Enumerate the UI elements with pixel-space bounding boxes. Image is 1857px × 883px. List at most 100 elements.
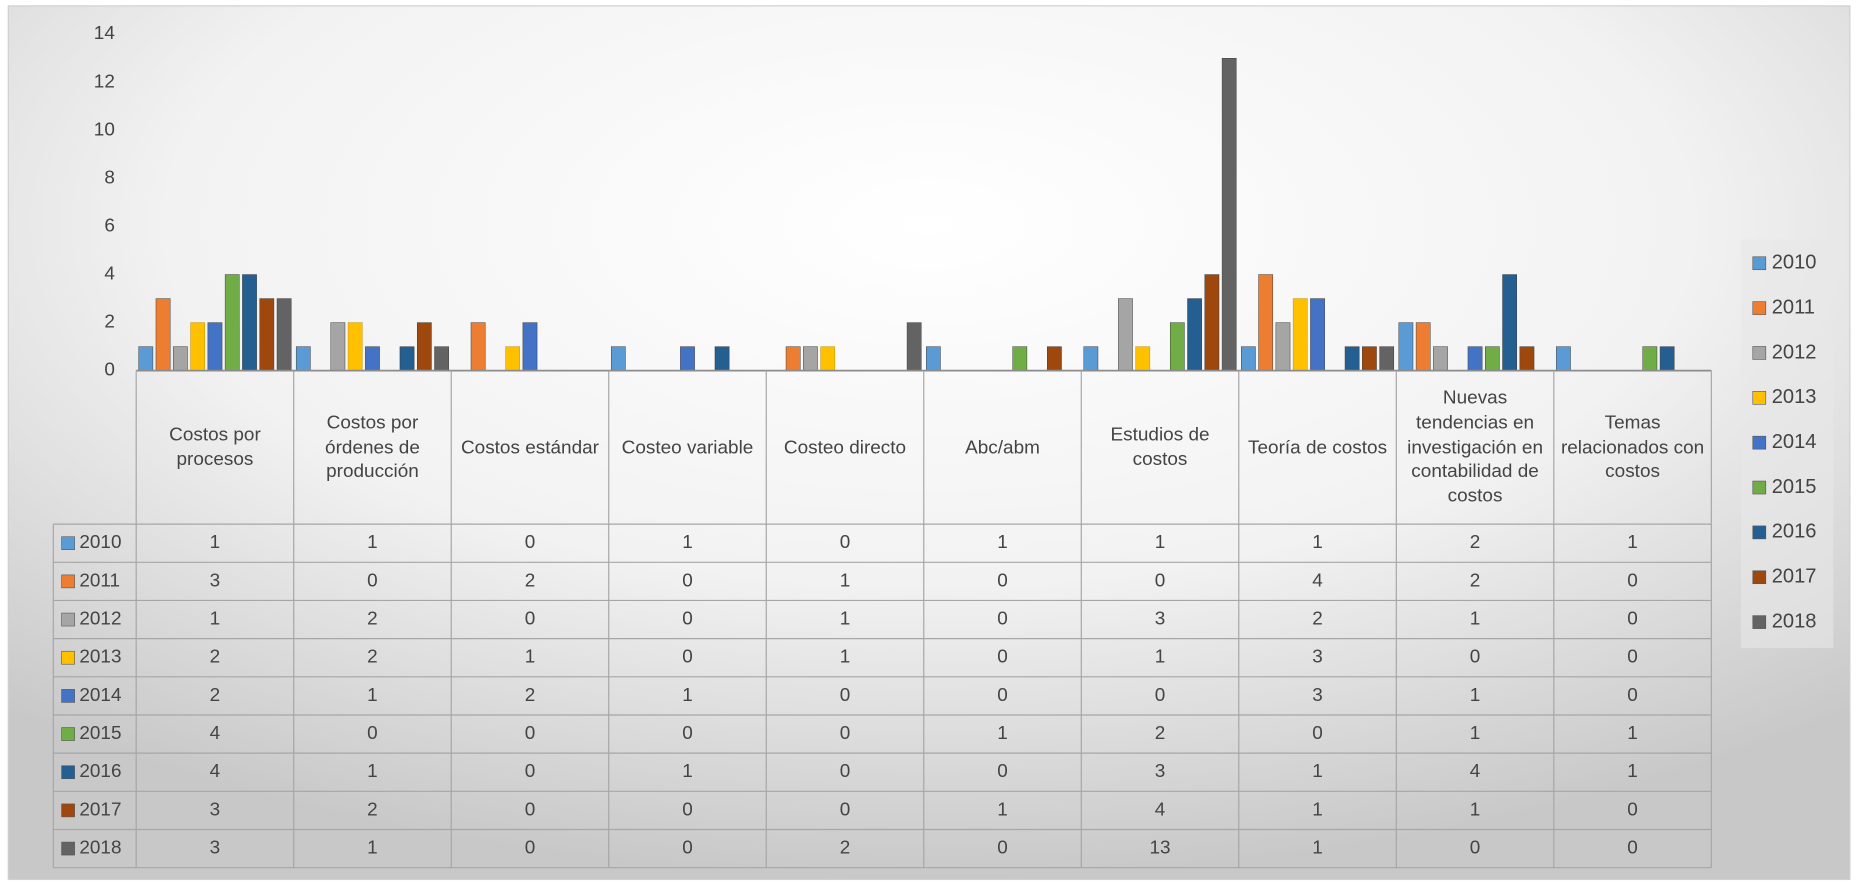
- table-cell: 0: [1627, 838, 1638, 859]
- table-cell: 2: [1155, 723, 1166, 744]
- table-cell: 4: [210, 761, 221, 782]
- legend-key: [1752, 301, 1767, 315]
- legend-label: 2013: [1772, 386, 1817, 408]
- bar: [522, 322, 538, 371]
- table-row-label: 2012: [79, 609, 121, 630]
- table-cell: 0: [682, 609, 693, 630]
- bar: [680, 346, 695, 371]
- table-cell: 2: [1312, 609, 1323, 630]
- x-tick-label: Costeo variable: [621, 437, 754, 458]
- table-cell: 1: [1312, 761, 1323, 782]
- legend-label: 2016: [1772, 521, 1817, 543]
- table-legend-key: [61, 803, 75, 818]
- bar: [365, 346, 380, 371]
- table-row-label: 2017: [79, 799, 121, 820]
- bar: [399, 346, 415, 371]
- table-cell: 3: [1155, 761, 1166, 782]
- y-tick-label: 8: [104, 167, 115, 188]
- table-row-label: 2010: [79, 532, 121, 553]
- table-cell: 0: [997, 570, 1008, 591]
- table-cell: 0: [1627, 685, 1638, 706]
- table-legend-key: [61, 841, 75, 856]
- bar: [1241, 346, 1256, 371]
- table-cell: 1: [997, 799, 1008, 820]
- table-cell: 3: [1155, 609, 1166, 630]
- table-cell: 1: [1470, 609, 1481, 630]
- bar: [803, 346, 818, 371]
- table-cell: 0: [367, 723, 378, 744]
- legend-key: [1752, 256, 1767, 271]
- bar: [276, 298, 292, 371]
- bar: [416, 322, 432, 371]
- bar: [505, 346, 521, 371]
- legend-key: [1752, 435, 1767, 450]
- legend-label: 2017: [1772, 566, 1817, 588]
- table-cell: 0: [525, 799, 536, 820]
- table-cell: 1: [997, 723, 1008, 744]
- bar: [259, 298, 275, 371]
- table-cell: 1: [210, 609, 221, 630]
- table-cell: 1: [1627, 723, 1638, 744]
- table-cell: 1: [367, 838, 378, 859]
- table-row-label: 2014: [79, 685, 121, 706]
- bar: [1379, 346, 1395, 371]
- x-tick-label: Costos por órdenes de producción: [325, 412, 420, 483]
- legend-label: 2012: [1772, 341, 1817, 363]
- table-cell: 1: [1627, 532, 1638, 553]
- bar: [785, 346, 801, 371]
- table-cell: 1: [1470, 685, 1481, 706]
- bar: [820, 346, 836, 371]
- x-tick-label: Costos por procesos: [169, 425, 261, 470]
- y-tick-label: 14: [94, 23, 115, 44]
- bar: [207, 322, 223, 371]
- bar: [1415, 322, 1431, 371]
- table-cell: 1: [1312, 532, 1323, 553]
- bar: [138, 346, 154, 371]
- table-cell: 0: [525, 761, 536, 782]
- legend-key: [1752, 480, 1767, 495]
- bar: [1485, 346, 1500, 371]
- y-tick-label: 0: [104, 360, 115, 381]
- table-cell: 0: [840, 761, 851, 782]
- table-cell: 4: [1155, 799, 1166, 820]
- table-cell: 0: [1155, 685, 1166, 706]
- x-tick-label: Abc/abm: [965, 437, 1040, 458]
- table-cell: 0: [997, 761, 1008, 782]
- table-cell: 1: [1312, 838, 1323, 859]
- bar: [1204, 274, 1220, 371]
- bar: [224, 274, 240, 371]
- category-cell: Abc/abm: [965, 437, 1040, 458]
- legend-label: 2015: [1772, 476, 1817, 498]
- table-cell: 2: [525, 570, 536, 591]
- bar: [155, 298, 171, 371]
- table-cell: 0: [1470, 647, 1481, 668]
- category-cell: Costeo variable: [621, 437, 754, 458]
- table-cell: 0: [1627, 570, 1638, 591]
- table-cell: 0: [1312, 723, 1323, 744]
- bar: [1659, 346, 1675, 371]
- bar: [1275, 322, 1291, 371]
- table-cell: 1: [840, 609, 851, 630]
- bar: [1642, 346, 1658, 371]
- table-legend-key: [61, 612, 75, 627]
- bar: [1398, 322, 1414, 371]
- table-row-label: 2013: [79, 647, 121, 668]
- bar: [1221, 58, 1237, 371]
- bar: [1258, 274, 1274, 371]
- table-cell: 1: [1470, 723, 1481, 744]
- table-legend-key: [61, 689, 75, 703]
- bar: [295, 346, 311, 371]
- bar: [926, 346, 941, 371]
- bar: [1556, 346, 1571, 371]
- table-cell: 0: [1627, 799, 1638, 820]
- table-cell: 2: [840, 838, 851, 859]
- table-cell: 0: [840, 532, 851, 553]
- y-tick-label: 2: [104, 312, 115, 333]
- legend-key: [1752, 570, 1767, 585]
- table-cell: 3: [1312, 647, 1323, 668]
- table-cell: 1: [682, 532, 693, 553]
- bar: [1502, 274, 1517, 371]
- table-cell: 1: [840, 647, 851, 668]
- y-tick-label: 12: [94, 71, 115, 92]
